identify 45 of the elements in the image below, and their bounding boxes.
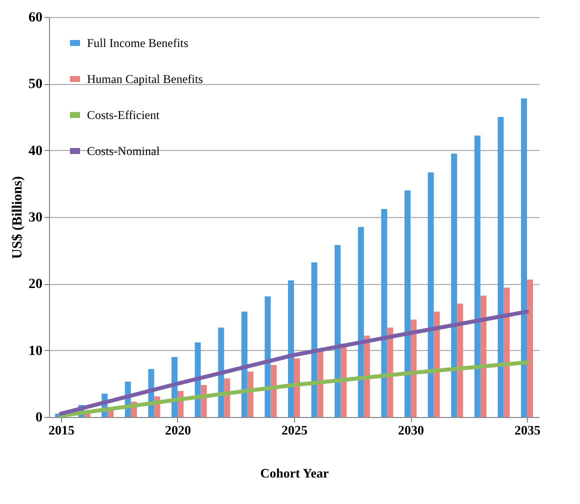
legend-label: Full Income Benefits xyxy=(87,36,189,50)
bar xyxy=(480,296,486,417)
bar xyxy=(311,262,318,417)
bar xyxy=(504,288,510,417)
y-tick-label: 60 xyxy=(28,10,42,26)
x-tick-label: 2015 xyxy=(48,422,75,438)
bar xyxy=(241,312,248,417)
bar xyxy=(317,351,324,417)
bar xyxy=(334,245,341,417)
bar xyxy=(521,98,528,417)
bar xyxy=(247,372,254,417)
line-series xyxy=(58,310,530,416)
bar xyxy=(457,304,464,417)
bar xyxy=(498,117,504,417)
bar xyxy=(527,280,534,417)
x-tick-label: 2035 xyxy=(514,422,542,438)
legend-label: Human Capital Benefits xyxy=(87,72,204,86)
bar xyxy=(410,320,417,417)
x-tick-label: 2025 xyxy=(282,422,308,438)
y-axis-title: US$ (Billions) xyxy=(10,176,26,259)
x-axis-title: Cohort Year xyxy=(260,466,329,480)
legend-label: Costs-Nominal xyxy=(87,144,160,158)
x-tick-label: 2030 xyxy=(398,422,424,438)
bar xyxy=(428,172,434,417)
y-tick-label: 50 xyxy=(28,77,42,92)
bar xyxy=(358,227,364,417)
x-tick-label: 2020 xyxy=(164,422,191,438)
y-tick-label: 10 xyxy=(28,344,42,359)
bar xyxy=(387,328,394,417)
bar xyxy=(288,280,294,417)
bar xyxy=(270,365,277,417)
line-series xyxy=(58,360,530,418)
bar xyxy=(294,358,300,417)
bar xyxy=(218,328,224,417)
y-tick-label: 30 xyxy=(28,210,42,226)
bar xyxy=(434,312,440,417)
bar xyxy=(474,136,480,417)
bar xyxy=(451,154,458,417)
bar xyxy=(404,190,411,417)
legend-label: Costs-Efficient xyxy=(87,108,160,122)
y-tick-label: 40 xyxy=(28,144,42,159)
bar xyxy=(381,209,388,417)
y-tick-label: 20 xyxy=(28,277,42,292)
bar xyxy=(264,296,271,417)
y-tick-label: 0 xyxy=(36,410,42,426)
